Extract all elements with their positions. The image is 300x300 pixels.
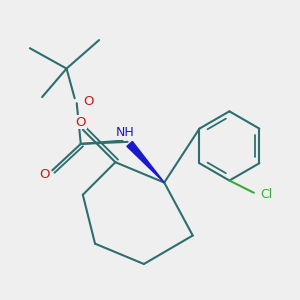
Text: NH: NH [116,126,134,139]
Text: O: O [40,168,50,181]
Text: O: O [83,94,93,108]
Text: Cl: Cl [260,188,272,201]
Text: O: O [76,116,86,129]
Polygon shape [127,141,164,183]
